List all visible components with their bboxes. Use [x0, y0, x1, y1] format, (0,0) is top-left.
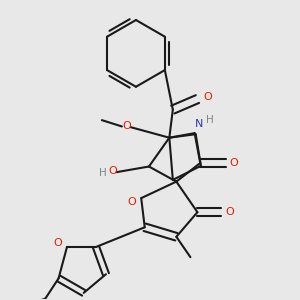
Text: O: O [54, 238, 63, 248]
Text: O: O [225, 207, 234, 217]
Text: O: O [108, 167, 117, 176]
Text: O: O [122, 121, 131, 131]
Text: O: O [127, 197, 136, 207]
Text: O: O [230, 158, 238, 168]
Text: O: O [203, 92, 212, 102]
Text: H: H [99, 168, 106, 178]
Text: N: N [195, 119, 203, 129]
Text: H: H [206, 115, 214, 125]
